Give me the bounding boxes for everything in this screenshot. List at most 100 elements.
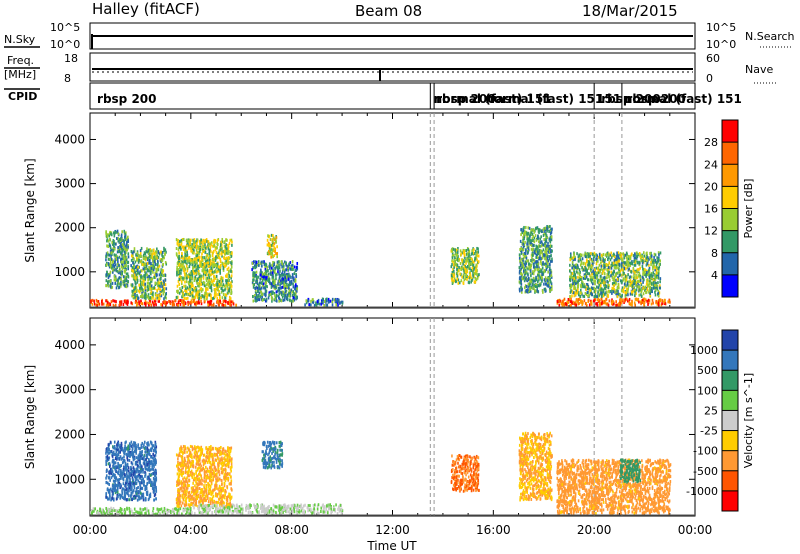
data-cell	[521, 273, 524, 277]
data-cell	[535, 255, 537, 259]
data-cell	[187, 280, 190, 284]
data-cell	[146, 275, 149, 279]
data-cell	[657, 289, 660, 293]
data-cell	[274, 247, 276, 251]
data-cell	[626, 252, 628, 256]
data-cell	[450, 274, 453, 278]
data-cell	[195, 240, 197, 244]
data-cell	[160, 302, 162, 306]
data-cell	[223, 249, 226, 253]
data-cell	[467, 248, 470, 252]
data-cell	[160, 277, 162, 281]
data-cell	[548, 255, 551, 259]
data-cell	[252, 266, 255, 270]
data-cell	[292, 282, 294, 286]
data-cell	[530, 266, 532, 270]
data-cell	[641, 259, 644, 263]
data-cell	[587, 298, 590, 302]
data-cell	[635, 276, 638, 280]
data-cell	[646, 271, 648, 275]
data-cell	[136, 302, 139, 306]
data-cell	[221, 303, 223, 307]
data-cell	[454, 260, 456, 264]
data-cell	[192, 267, 194, 271]
data-cell	[255, 276, 258, 280]
data-cell	[134, 278, 136, 282]
data-cell	[132, 276, 135, 280]
data-cell	[520, 290, 523, 294]
data-cell	[189, 242, 191, 246]
data-cell	[156, 256, 158, 260]
data-cell	[111, 242, 114, 246]
data-cell	[529, 289, 532, 293]
data-cell	[227, 256, 230, 260]
data-cell	[296, 267, 299, 271]
data-cell	[121, 271, 124, 275]
data-cell	[573, 252, 576, 256]
cpid-strip	[89, 82, 696, 110]
data-cell	[194, 275, 197, 279]
data-cell	[602, 269, 605, 273]
data-cell	[231, 260, 233, 264]
data-cell	[285, 261, 287, 265]
data-cell	[195, 252, 197, 256]
data-cell	[199, 263, 202, 267]
data-cell	[220, 276, 223, 280]
data-cell	[152, 248, 155, 252]
data-cell	[254, 261, 257, 265]
data-cell	[211, 280, 213, 284]
data-cell	[633, 279, 635, 283]
data-cell	[601, 295, 603, 299]
data-cell	[210, 266, 212, 270]
data-cell	[195, 243, 198, 247]
data-cell	[580, 260, 583, 264]
data-cell	[202, 276, 205, 280]
data-cell	[142, 253, 145, 257]
data-cell	[631, 252, 633, 256]
data-cell	[222, 249, 225, 253]
data-cell	[210, 259, 212, 263]
data-cell	[253, 283, 256, 287]
data-cell	[610, 270, 612, 274]
data-cell	[143, 283, 145, 287]
data-cell	[459, 261, 462, 265]
data-cell	[118, 285, 121, 289]
data-cell	[598, 293, 601, 297]
data-cell	[191, 243, 193, 247]
data-cell	[257, 294, 260, 298]
data-cell	[199, 242, 201, 246]
nsearch-tick-top: 10^5	[706, 21, 736, 34]
data-cell	[151, 300, 154, 304]
data-cell	[545, 250, 547, 254]
data-cell	[573, 280, 576, 284]
data-cell	[290, 275, 292, 279]
data-cell	[527, 250, 529, 254]
data-cell	[617, 251, 620, 255]
data-cell	[202, 265, 205, 269]
data-cell	[577, 271, 579, 275]
data-cell	[154, 293, 157, 297]
data-cell	[194, 245, 196, 249]
data-cell	[542, 248, 545, 252]
data-cell	[550, 235, 553, 239]
data-cell	[182, 276, 184, 280]
data-cell	[545, 289, 547, 293]
data-cell	[215, 245, 217, 249]
data-cell	[468, 252, 470, 256]
data-cell	[546, 244, 548, 248]
data-cell	[294, 287, 296, 291]
data-cell	[204, 299, 206, 303]
data-cell	[188, 246, 190, 250]
data-cell	[226, 291, 229, 295]
data-cell	[133, 247, 136, 251]
data-cell	[198, 278, 201, 282]
data-cell	[194, 295, 197, 299]
data-cell	[268, 246, 271, 250]
data-cell	[546, 262, 549, 266]
data-cell	[153, 299, 156, 303]
data-cell	[641, 264, 644, 268]
data-cell	[130, 254, 133, 258]
data-cell	[122, 275, 125, 279]
data-cell	[646, 299, 648, 303]
